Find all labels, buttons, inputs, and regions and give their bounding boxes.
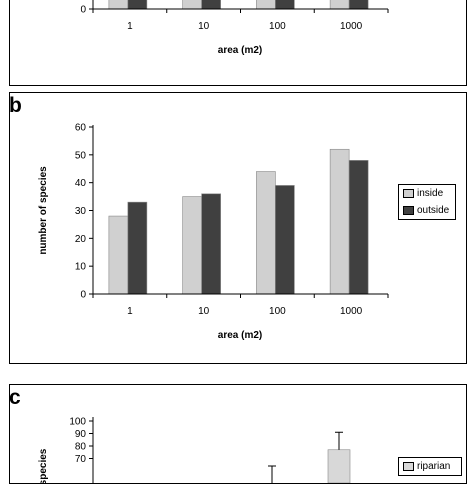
x-tick-label-a: 1000 [340,21,363,32]
x-tick-label-b: 1000 [340,306,363,317]
y-tick-label-b: 20 [75,234,87,245]
bar-inside-100 [256,0,276,10]
bar-outside-100 [275,0,295,10]
bar-outside-10 [201,193,221,295]
bar-inside-1000 [329,148,350,295]
legend-swatch-inside [403,189,414,198]
x-tick-label-a: 10 [198,21,210,32]
bar-outside-1000 [348,0,369,10]
bar-outside-1000 [348,160,369,295]
legend-b: inside outside [398,184,456,220]
legend-item-inside: inside [399,185,455,202]
bar-outside-10 [201,0,221,10]
panel-a: 0 1 10 100 1000 area (m2) [9,0,467,86]
x-tick-label-b: 100 [269,306,286,317]
y-tick-label-c: 70 [75,454,87,465]
y-tick-label-c: 90 [75,429,87,440]
panel-letter-c: c [9,386,21,409]
x-axis-title-a: area (m2) [218,45,262,56]
y-tick-label-b: 0 [80,290,86,301]
legend-label-outside: outside [417,205,450,216]
legend-c: riparian [398,457,462,476]
bar-inside-100 [256,171,276,295]
y-tick-label-b: 10 [75,262,87,273]
legend-label-riparian: riparian [417,461,451,472]
y-tick-label-b: 50 [75,150,87,161]
bar-inside-10 [182,196,202,295]
y-tick-label-b: 60 [75,123,87,134]
y-tick-label-b: 40 [75,178,87,189]
bar-outside-1 [127,201,148,295]
bar-outside-100 [275,185,295,295]
x-tick-label-b: 10 [198,306,210,317]
chart-b: 0 10 20 30 40 50 60 1 10 100 1000 area (m2) number o… [38,123,389,341]
panel-letter-b: b [9,94,22,117]
y-axis-title-c: species [38,448,49,483]
x-axis-title-b: area (m2) [218,330,262,341]
chart-a: 0 1 10 100 1000 area (m2) [80,0,389,56]
y-axis-title-b: number of species [38,166,49,255]
bar-inside-1 [108,215,129,295]
x-tick-label-b: 1 [127,306,133,317]
bar-inside-10 [182,0,202,10]
x-tick-label-a: 1 [127,21,133,32]
panel-c: c 70 80 90 100 species riparian [9,384,467,484]
y-tick-label-c: 80 [75,442,87,453]
legend-swatch-outside [403,206,414,215]
panel-b: b 0 10 20 30 40 50 60 1 10 100 1000 area (m2) number… [9,92,467,364]
legend-swatch-riparian [403,462,414,471]
bar-inside-1000 [329,0,350,10]
y-tick-label-b: 30 [75,206,87,217]
bar-riparian [327,449,351,483]
y-tick-label-a: 0 [80,5,86,16]
legend-label-inside: inside [417,188,444,199]
legend-item-outside: outside [399,202,455,219]
bar-inside-1 [108,0,129,10]
bar-outside-1 [127,0,148,10]
y-tick-label-c: 100 [69,417,86,428]
x-tick-label-a: 100 [269,21,286,32]
legend-item-riparian: riparian [399,458,461,475]
